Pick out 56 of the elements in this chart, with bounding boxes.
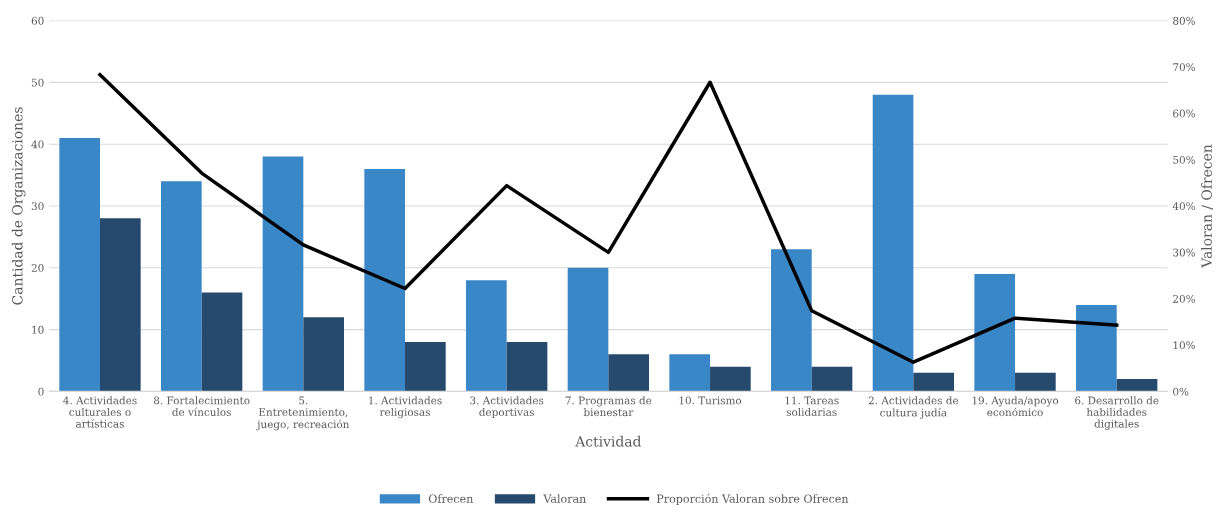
bar: [710, 366, 751, 392]
legend-label: Ofrecen: [428, 494, 474, 503]
y2-tick-label: 0%: [1173, 387, 1189, 396]
legend-label: Proporción Valoran sobre Ofrecen: [656, 493, 849, 505]
y-tick-label: 40: [31, 140, 44, 149]
x-tick-label: 1. Actividades religiosas: [369, 396, 442, 419]
bar: [1015, 372, 1056, 392]
bar: [872, 94, 914, 392]
bar: [466, 280, 507, 392]
y2-tick-label: 80%: [1173, 16, 1195, 25]
y2-tick-label: 30%: [1173, 248, 1195, 257]
bar: [303, 317, 345, 392]
x-tick-label: 7. Programas de bienestar: [565, 396, 652, 417]
x-tick-label: 11. Tareas solidarias: [785, 396, 839, 416]
y-tick-label: 0: [38, 387, 44, 396]
bar: [506, 341, 548, 392]
bar: [974, 273, 1016, 392]
bar: [405, 341, 446, 392]
bar: [608, 354, 650, 392]
y2-tick-label: 40%: [1172, 202, 1195, 211]
y-axis-title: Cantidad de Organizaciones: [11, 107, 26, 305]
bar: [669, 354, 711, 392]
legend-label: Valoran: [543, 494, 586, 503]
y2-tick-label: 50%: [1173, 155, 1195, 164]
y2-axis-title: Valoran / Ofrecen: [1201, 144, 1213, 268]
y2-tick-label: 60%: [1173, 109, 1195, 118]
y2-tick-label: 10%: [1173, 341, 1195, 350]
bar: [100, 218, 141, 392]
bar: [161, 181, 202, 392]
x-axis-title: Actividad: [575, 435, 642, 447]
bar: [364, 168, 406, 392]
bar: [913, 372, 955, 392]
bar: [262, 156, 304, 392]
x-tick-label: 10. Turismo: [679, 396, 742, 405]
x-tick-label: 5. Entretenimiento, juego, recreación: [256, 396, 350, 431]
x-tick-label: 6. Desarrollo de habilidades digitales: [1075, 396, 1159, 430]
y-tick-label: 50: [31, 78, 44, 87]
bar: [59, 138, 100, 392]
x-tick-label: 19. Ayuda/apoyo económico: [972, 396, 1059, 417]
y-tick-label: 60: [31, 16, 44, 25]
y-tick-label: 20: [31, 264, 44, 272]
y-tick-label: 10: [32, 325, 44, 334]
x-tick-label: 4. Actividades culturales o artísticas: [63, 396, 137, 428]
bar: [1116, 379, 1158, 392]
y2-tick-label: 70%: [1173, 63, 1195, 72]
bar: [811, 366, 853, 392]
x-tick-label: 2. Actividades de cultura judía: [868, 396, 959, 419]
bar: [1076, 304, 1117, 392]
bar: [771, 249, 812, 392]
x-tick-label: 8. Fortalecimiento de vínculos: [153, 396, 250, 416]
y-tick-label: 30: [31, 202, 44, 211]
x-tick-label: 3. Actividades deportivas: [470, 396, 544, 419]
line-series: [98, 73, 1119, 364]
bar: [567, 267, 609, 392]
y2-tick-label: 20%: [1173, 294, 1195, 303]
bar: [201, 292, 243, 392]
